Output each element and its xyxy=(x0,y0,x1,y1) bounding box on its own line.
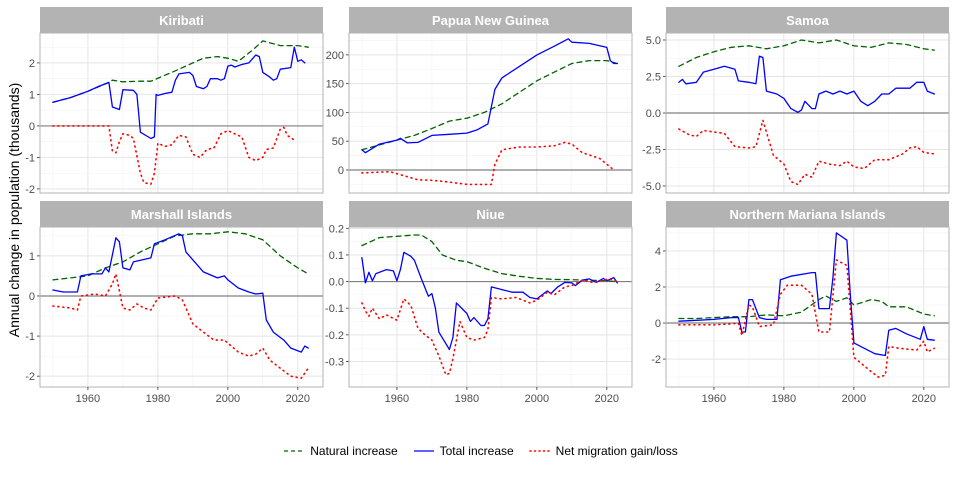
y-axis-label: Annual change in population (thousands) xyxy=(6,82,22,338)
series-line-natural xyxy=(678,39,935,67)
y-tick-label: 150 xyxy=(326,79,344,91)
facet-strip xyxy=(40,7,323,33)
y-tick-label: 0 xyxy=(655,318,661,330)
x-tick-label: 1980 xyxy=(772,393,796,405)
y-tick-label: 2 xyxy=(655,282,661,294)
legend-item-natural: Natural increase xyxy=(282,444,398,458)
y-tick-label: -1 xyxy=(25,152,35,164)
y-tick-label: 0.2 xyxy=(329,223,344,235)
legend-label-total: Total increase xyxy=(439,444,514,458)
panel-border xyxy=(39,32,324,194)
y-tick-label: 0 xyxy=(338,165,344,177)
x-tick-label: 1980 xyxy=(146,393,170,405)
y-tick-label: 200 xyxy=(326,50,344,62)
legend: Natural increase Total increase Net migr… xyxy=(0,444,960,458)
y-tick-label: 5.0 xyxy=(646,35,661,47)
series-line-total xyxy=(52,46,306,140)
facet-strip xyxy=(40,201,323,227)
y-tick-label: 50 xyxy=(332,136,344,148)
y-tick-label: -2 xyxy=(25,371,35,383)
y-tick-label: 0.1 xyxy=(329,250,344,262)
panel-border xyxy=(665,226,950,388)
series-line-natural xyxy=(361,234,618,283)
series-line-total xyxy=(361,38,618,154)
y-tick-label: 100 xyxy=(326,107,344,119)
facet-panel-kiribati: Kiribati -2 -1 0 1 2 xyxy=(25,7,324,196)
series-line-total xyxy=(678,55,935,113)
x-tick-label: 2020 xyxy=(912,393,936,405)
y-tick-label: -2 xyxy=(25,184,35,196)
legend-swatch-migration xyxy=(528,450,551,452)
facet-panel-samoa: Samoa -5.0 -2.5 0.0 2.5 5.0 xyxy=(642,7,950,194)
legend-label-natural: Natural increase xyxy=(310,444,398,458)
y-tick-label: -0.3 xyxy=(325,356,344,368)
y-tick-label: -1 xyxy=(25,331,35,343)
facet-title: Marshall Islands xyxy=(131,207,232,222)
legend-swatch-natural xyxy=(284,450,305,452)
y-tick-label: 0.0 xyxy=(329,277,344,289)
y-tick-label: -0.1 xyxy=(325,303,344,315)
series-line-migration xyxy=(361,278,619,376)
y-tick-label: 2.5 xyxy=(646,72,661,84)
y-tick-label: -5.0 xyxy=(642,181,661,193)
x-tick-label: 1980 xyxy=(455,393,479,405)
panel-border xyxy=(665,32,950,194)
legend-label-migration: Net migration gain/loss xyxy=(555,444,678,458)
series-line-natural xyxy=(678,295,935,320)
x-tick-label: 2000 xyxy=(842,393,866,405)
plot-background xyxy=(40,227,323,387)
series-line-natural xyxy=(52,231,309,281)
y-tick-label: 4 xyxy=(655,246,661,258)
facet-panel-papua-new-guinea: Papua New Guinea 0 50 100 150 200 xyxy=(326,7,633,194)
series-line-total xyxy=(52,233,309,353)
series-line-total xyxy=(361,251,618,351)
y-tick-label: -2 xyxy=(651,354,661,366)
x-tick-label: 1960 xyxy=(385,393,409,405)
plot-background xyxy=(40,33,323,193)
panel-border xyxy=(348,32,633,194)
series-line-migration xyxy=(52,125,296,185)
y-tick-label: -2.5 xyxy=(642,144,661,156)
x-tick-label: 2000 xyxy=(525,393,549,405)
x-tick-label: 1960 xyxy=(76,393,100,405)
y-tick-label: 2 xyxy=(29,58,35,70)
y-tick-label: 1 xyxy=(29,251,35,263)
facet-strip xyxy=(349,201,632,227)
facet-title: Niue xyxy=(476,207,504,222)
facet-strip xyxy=(666,201,949,227)
y-tick-label: -0.2 xyxy=(325,330,344,342)
y-tick-label: 1 xyxy=(29,89,35,101)
series-line-migration xyxy=(52,273,310,380)
facet-panel-marshall-islands: Marshall Islands -2 -1 0 1 1960 1980 2000 2020 xyxy=(25,201,324,405)
facet-panel-northern-mariana-islands: Northern Mariana Islands -2 0 2 4 1960 1980 200… xyxy=(651,201,950,405)
panel-border xyxy=(348,226,633,388)
panel-border xyxy=(39,226,324,388)
series-line-natural xyxy=(361,59,618,151)
y-tick-label: 0.0 xyxy=(646,108,661,120)
x-tick-label: 2020 xyxy=(286,393,310,405)
facet-strip xyxy=(349,7,632,33)
y-tick-label: 0 xyxy=(29,291,35,303)
facet-panel-niue: Niue -0.3 -0.2 -0.1 0.0 0.1 0.2 1960 1980 2000 202… xyxy=(325,201,633,405)
facet-title: Kiribati xyxy=(159,13,204,28)
y-tick-label: 0 xyxy=(29,121,35,133)
facet-title: Northern Mariana Islands xyxy=(729,207,885,222)
x-tick-label: 1960 xyxy=(702,393,726,405)
facet-title: Papua New Guinea xyxy=(432,13,550,28)
facet-title: Samoa xyxy=(786,13,829,28)
legend-swatch-total xyxy=(413,450,434,452)
legend-item-migration: Net migration gain/loss xyxy=(528,444,678,458)
x-tick-label: 2020 xyxy=(595,393,619,405)
legend-item-total: Total increase xyxy=(412,444,514,458)
facet-strip xyxy=(666,7,949,33)
x-tick-label: 2000 xyxy=(216,393,240,405)
